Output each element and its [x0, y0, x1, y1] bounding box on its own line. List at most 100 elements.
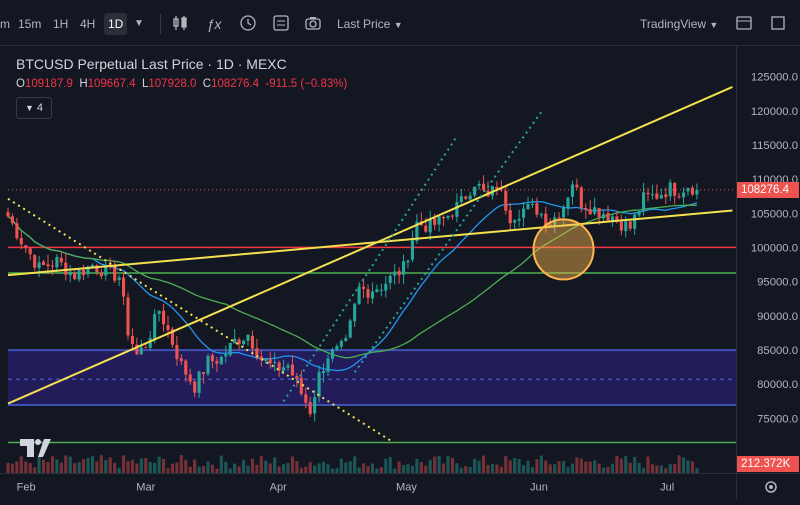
time-tick-label: May [396, 481, 417, 493]
timeframe-1d[interactable]: 1D [104, 13, 128, 35]
volume-bar [459, 467, 463, 473]
volume-bar [659, 465, 663, 473]
chevron-down-icon[interactable]: ▼ [134, 18, 144, 29]
volume-bar [682, 457, 686, 473]
price-chart[interactable] [0, 46, 736, 473]
fullscreen-icon[interactable] [768, 14, 788, 34]
volume-bar [59, 462, 63, 473]
timeframe-4h[interactable]: 4H [80, 17, 96, 31]
volume-bar [504, 456, 508, 473]
candle-body [86, 266, 90, 275]
volume-bar [455, 463, 459, 473]
volume-bar [55, 459, 59, 473]
volume-label: 212.372K [737, 456, 799, 472]
candle-body [273, 361, 277, 363]
candle-body [455, 202, 459, 217]
camera-icon[interactable] [303, 14, 323, 34]
price-tick-label: 110000.0 [752, 174, 798, 186]
candle-body [175, 345, 179, 360]
volume-bar [668, 464, 672, 473]
chart-style-select[interactable]: TradingView ▼ [640, 17, 719, 31]
candle-body [95, 265, 99, 272]
candle-body [539, 213, 543, 216]
candle-body [122, 277, 126, 297]
candle-body [535, 203, 539, 215]
price-tick-label: 125000.0 [751, 72, 798, 84]
candle-body [642, 192, 646, 212]
candle-body [379, 289, 383, 291]
candle-body [304, 394, 308, 403]
volume-bar [242, 459, 246, 473]
candle-body [197, 371, 201, 393]
volume-bar [419, 462, 423, 473]
candle-body [357, 286, 361, 305]
volume-bar [317, 463, 321, 473]
candle-body [646, 192, 650, 195]
volume-bar [450, 457, 454, 473]
alert-icon[interactable] [238, 14, 258, 34]
volume-bar [228, 468, 232, 473]
candle-body [410, 240, 414, 260]
candle-body [299, 377, 303, 394]
replay-icon[interactable] [271, 14, 291, 34]
gear-icon[interactable] [765, 481, 777, 493]
indicators-toggle-button[interactable]: ▼ 4 [16, 97, 52, 119]
highlight-circle [532, 218, 595, 281]
timeframe-1m[interactable]: m [0, 17, 10, 31]
layout-icon[interactable] [734, 14, 754, 34]
candle-body [219, 356, 223, 365]
volume-bar [610, 463, 614, 473]
candle-body [104, 264, 108, 276]
candle-body [82, 269, 86, 276]
volume-bar [77, 462, 81, 473]
candle-body [348, 320, 352, 338]
volume-bar [642, 467, 646, 473]
candle-body [668, 182, 672, 197]
price-tick-label: 95000.0 [757, 277, 798, 289]
candle-body [686, 187, 690, 192]
candle-body [224, 354, 228, 357]
candle-body [606, 213, 610, 221]
candle-body [695, 189, 699, 195]
chart-title: BTCUSD Perpetual Last Price · 1D · MEXC [16, 56, 287, 72]
timeframe-1h[interactable]: 1H [53, 17, 69, 31]
price-type-select[interactable]: Last Price ▼ [337, 17, 403, 31]
price-tick-label: 120000.0 [751, 106, 798, 118]
price-axis[interactable]: 125000.0 120000.0 115000.0 110000.0 105000.0… [736, 46, 800, 473]
candle-body [597, 208, 601, 218]
volume-bar [602, 467, 606, 473]
candle-body [526, 204, 530, 210]
volume-bar [517, 459, 521, 473]
volume-bar [442, 463, 446, 473]
volume-bar [415, 458, 419, 473]
volume-bar [348, 461, 352, 473]
candle-body [19, 237, 23, 245]
volume-bar [326, 464, 330, 473]
volume-bar [379, 467, 383, 473]
time-axis[interactable]: Feb Mar Apr May Jun Jul [0, 473, 736, 499]
volume-bar [273, 457, 277, 473]
candle-body [442, 216, 446, 219]
candle-body [562, 207, 566, 218]
candle-body [424, 225, 428, 232]
candle-body [575, 184, 579, 188]
volume-bar [210, 464, 214, 473]
volume-bar [15, 461, 19, 473]
volume-bar [388, 457, 392, 473]
volume-bar [437, 455, 441, 473]
indicators-icon[interactable]: ƒx [206, 16, 222, 32]
candle-body [682, 192, 686, 198]
candle-body [193, 381, 197, 393]
candle-body [602, 214, 606, 219]
volume-bar [104, 460, 108, 473]
candle-body [690, 187, 694, 195]
timeframe-15m[interactable]: 15m [18, 17, 42, 31]
volume-bar [308, 462, 312, 473]
candles-icon[interactable] [170, 14, 190, 34]
candle-body [468, 195, 472, 200]
volume-bar [433, 456, 437, 473]
volume-bar [402, 465, 406, 473]
volume-bar [95, 461, 99, 473]
volume-bar [33, 467, 37, 473]
volume-bar [175, 462, 179, 473]
